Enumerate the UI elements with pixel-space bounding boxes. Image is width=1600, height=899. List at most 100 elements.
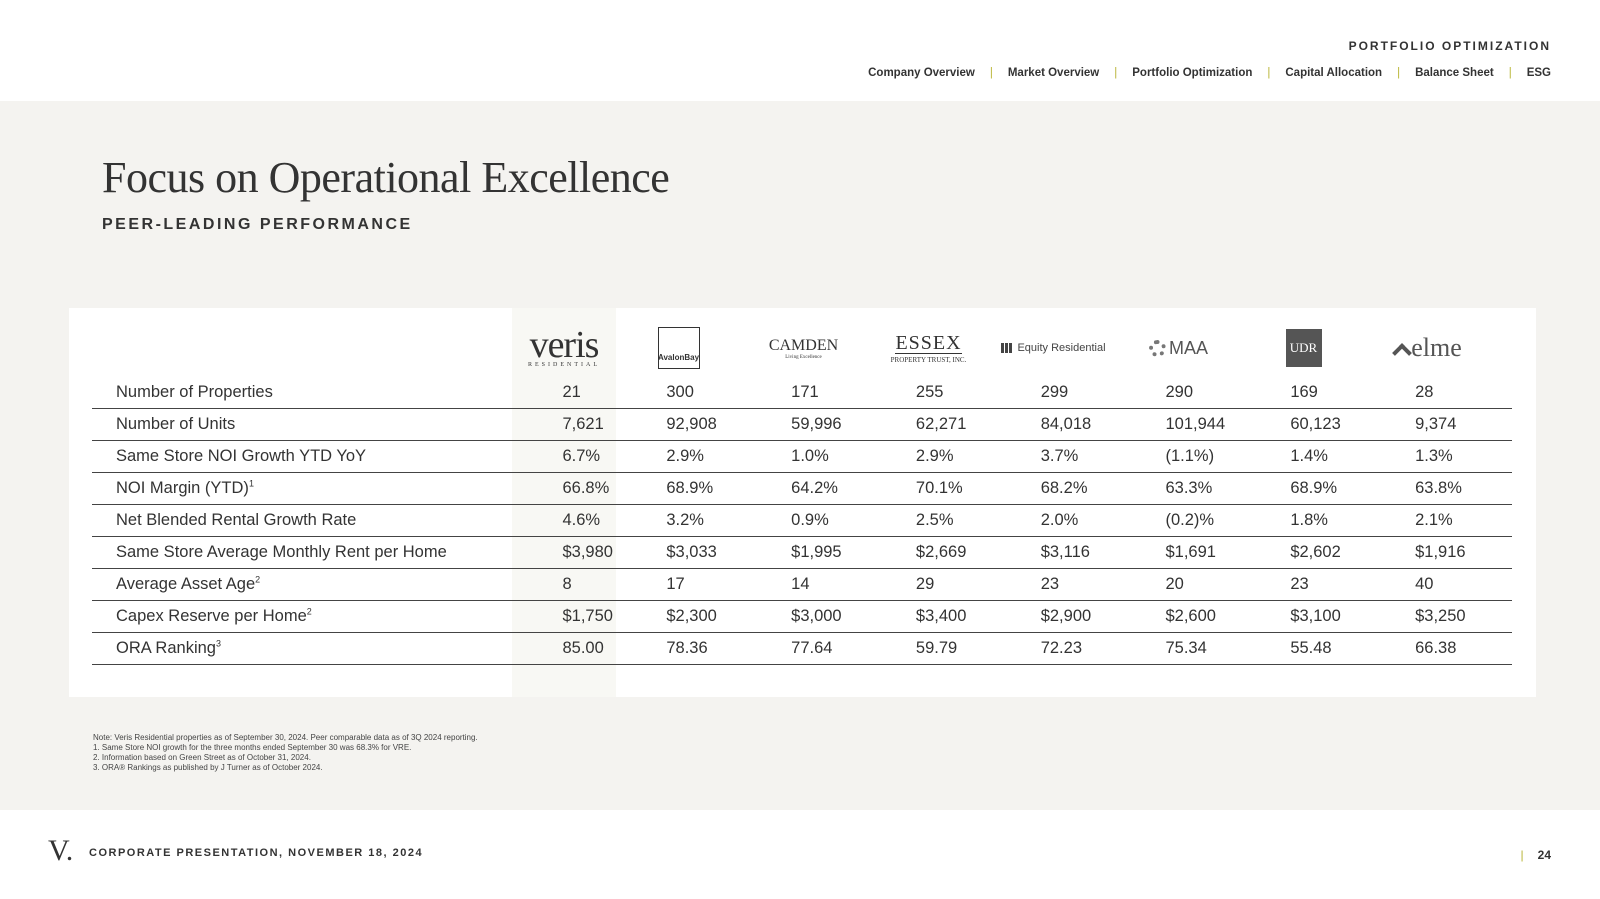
- table-cell: $3,980: [534, 536, 639, 569]
- nav-portfolio-optimization[interactable]: Portfolio Optimization: [1132, 67, 1253, 79]
- footnote: 1. Same Store NOI growth for the three m…: [93, 743, 412, 752]
- table-cell: 78.36: [638, 632, 764, 665]
- table-cell: 290: [1137, 377, 1263, 409]
- table-row: Capex Reserve per Home2 $1,750 $2,300 $3,00…: [92, 600, 1512, 633]
- table-cell: 23: [1012, 568, 1138, 601]
- footnote-marker: 1: [248, 478, 254, 489]
- table-cell: 75.34: [1137, 632, 1263, 665]
- table-cell: 68.2%: [1012, 472, 1138, 505]
- table-row: NOI Margin (YTD)1 66.8% 68.9% 64.2% 70.1% 68.…: [92, 472, 1512, 505]
- metric-label: Same Store NOI Growth YTD YoY: [92, 440, 535, 473]
- elme-logo: elme: [1366, 318, 1491, 378]
- table-cell: 77.64: [763, 632, 888, 665]
- metric-label: Capex Reserve per Home2: [92, 600, 535, 633]
- table-cell: 66.38: [1387, 632, 1512, 665]
- table-row: ORA Ranking3 85.00 78.36 77.64 59.79 72.23 75.…: [92, 632, 1512, 665]
- nav-separator: |: [1267, 67, 1271, 79]
- table-cell: $3,000: [763, 600, 888, 633]
- table-row: Same Store Average Monthly Rent per Home…: [92, 536, 1512, 569]
- table-cell: $2,300: [638, 600, 764, 633]
- table-cell: 40: [1387, 568, 1512, 601]
- page-title: Focus on Operational Excellence: [102, 153, 670, 202]
- footnote-marker: 3: [215, 638, 221, 649]
- table-cell: 70.1%: [887, 472, 1013, 505]
- table-cell: 84,018: [1012, 408, 1138, 441]
- essex-logo: ESSEX PROPERTY TRUST, INC.: [890, 331, 967, 364]
- table-cell: $1,916: [1387, 536, 1512, 569]
- table-cell: 28: [1387, 377, 1512, 409]
- table-cell: 66.8%: [534, 472, 639, 505]
- table-row: Same Store NOI Growth YTD YoY 6.7% 2.9% 1.0…: [92, 440, 1512, 473]
- table-cell: 23: [1262, 568, 1388, 601]
- page-number-value: 24: [1537, 848, 1551, 862]
- table-cell: 4.6%: [534, 504, 639, 537]
- table-cell: 1.0%: [763, 440, 888, 473]
- peer-table: Number of Properties 21 300 171 255 299 290 169…: [92, 377, 1512, 665]
- metric-label: Same Store Average Monthly Rent per Home: [92, 536, 535, 569]
- table-cell: 2.5%: [887, 504, 1013, 537]
- udr-logo: UDR: [1241, 318, 1366, 378]
- footer-separator: |: [1520, 848, 1524, 862]
- table-cell: $2,669: [887, 536, 1013, 569]
- flower-icon: [1148, 339, 1166, 357]
- nav-balance-sheet[interactable]: Balance Sheet: [1415, 67, 1494, 79]
- table-cell: 64.2%: [763, 472, 888, 505]
- table-row: Number of Properties 21 300 171 255 299 290 169…: [92, 377, 1512, 409]
- table-cell: 101,944: [1137, 408, 1263, 441]
- nav-market-overview[interactable]: Market Overview: [1007, 67, 1100, 79]
- table-cell: 6.7%: [534, 440, 639, 473]
- table-cell: 68.9%: [638, 472, 764, 505]
- footnote-marker: 2: [306, 606, 312, 617]
- table-cell: 59,996: [763, 408, 888, 441]
- table-cell: 0.9%: [763, 504, 888, 537]
- footnote: 2. Information based on Green Street as …: [93, 753, 311, 762]
- table-cell: $2,900: [1012, 600, 1138, 633]
- metric-label: Net Blended Rental Growth Rate: [92, 504, 535, 537]
- table-cell: 29: [887, 568, 1013, 601]
- camden-logo: CAMDEN Living Excellence: [768, 336, 839, 360]
- table-cell: 85.00: [534, 632, 639, 665]
- table-cell: 1.8%: [1262, 504, 1388, 537]
- table-cell: 62,271: [887, 408, 1013, 441]
- page-subtitle: PEER-LEADING PERFORMANCE: [102, 216, 413, 233]
- table-cell: $2,602: [1262, 536, 1388, 569]
- table-cell: $3,100: [1262, 600, 1388, 633]
- table-cell: 299: [1012, 377, 1138, 409]
- table-cell: 68.9%: [1262, 472, 1388, 505]
- table-cell: 55.48: [1262, 632, 1388, 665]
- table-row: Net Blended Rental Growth Rate 4.6% 3.2% 0.…: [92, 504, 1512, 537]
- table-cell: 8: [534, 568, 639, 601]
- table-cell: 255: [887, 377, 1013, 409]
- nav-capital-allocation[interactable]: Capital Allocation: [1285, 67, 1383, 79]
- nav-separator: |: [1508, 67, 1512, 79]
- table-cell: $1,750: [534, 600, 639, 633]
- table-cell: 3.7%: [1012, 440, 1138, 473]
- table-cell: 2.9%: [887, 440, 1013, 473]
- veris-logo: veris RESIDENTIAL: [528, 324, 600, 368]
- table-cell: $3,033: [638, 536, 764, 569]
- table-cell: 2.1%: [1387, 504, 1512, 537]
- table-cell: 60,123: [1262, 408, 1388, 441]
- table-cell: 21: [534, 377, 639, 409]
- metric-label: Number of Properties: [92, 377, 535, 409]
- table-cell: 1.3%: [1387, 440, 1512, 473]
- table-cell: $3,400: [887, 600, 1013, 633]
- table-cell: 2.0%: [1012, 504, 1138, 537]
- equity-residential-logo: Equity Residential: [991, 318, 1116, 378]
- table-cell: 300: [638, 377, 764, 409]
- table-cell: (1.1%): [1137, 440, 1263, 473]
- table-cell: 63.8%: [1387, 472, 1512, 505]
- table-cell: $1,995: [763, 536, 888, 569]
- section-label: PORTFOLIO OPTIMIZATION: [1348, 39, 1551, 53]
- footer-text: CORPORATE PRESENTATION, NOVEMBER 18, 202…: [89, 847, 424, 859]
- table-cell: 92,908: [638, 408, 764, 441]
- table-cell: $1,691: [1137, 536, 1263, 569]
- footnote-marker: 2: [255, 574, 261, 585]
- maa-logo: MAA: [1116, 318, 1241, 378]
- metric-label: Number of Units: [92, 408, 535, 441]
- table-row: Number of Units 7,621 92,908 59,996 62,271 84…: [92, 408, 1512, 441]
- grid-icon: [1001, 343, 1014, 353]
- nav-company-overview[interactable]: Company Overview: [868, 67, 975, 79]
- table-cell: 63.3%: [1137, 472, 1263, 505]
- nav-esg[interactable]: ESG: [1526, 67, 1551, 79]
